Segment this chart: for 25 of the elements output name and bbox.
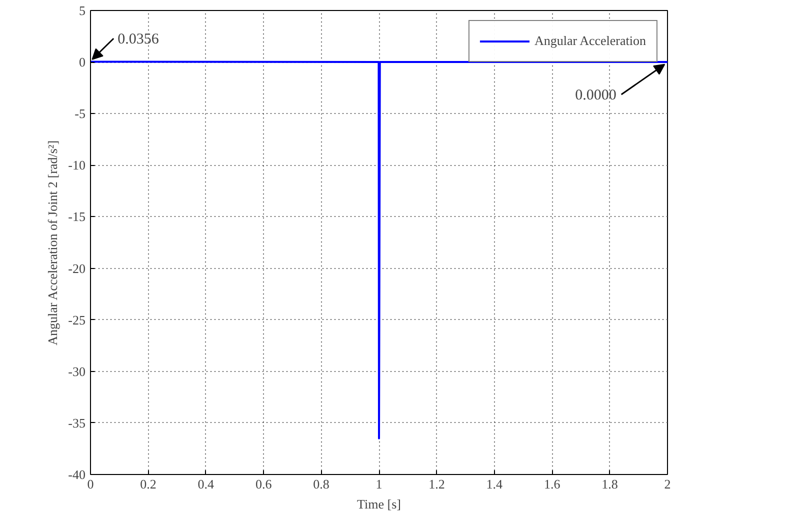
- y-tick-label: 5: [79, 3, 86, 18]
- y-tick-label: 0: [79, 54, 86, 70]
- x-tick-label: 0.2: [140, 476, 156, 492]
- x-tick-label: 1.6: [544, 476, 561, 492]
- legend-label: Angular Acceleration: [534, 33, 646, 49]
- x-tick-label: 0.8: [313, 476, 330, 492]
- x-tick-label: 1: [376, 476, 382, 492]
- x-tick-label: 2: [664, 476, 671, 492]
- y-tick-label: -5: [74, 106, 86, 122]
- x-tick-label: 0.6: [255, 476, 272, 492]
- y-tick-label: -30: [68, 364, 86, 379]
- y-tick-label: -10: [68, 158, 86, 173]
- x-tick-label: 1.4: [486, 476, 504, 492]
- x-tick-label: 1.8: [602, 476, 618, 492]
- x-tick-label: 1.2: [428, 476, 445, 492]
- x-axis-title: Time [s]: [357, 496, 401, 512]
- y-axis-title: Angular Acceleration of Joint 2 [rad/s²]: [45, 140, 60, 346]
- y-tick-label: -35: [68, 415, 86, 430]
- y-tick-label: -20: [68, 260, 86, 276]
- x-tick-label: 0.4: [198, 476, 215, 492]
- y-tick-label: -40: [68, 467, 86, 482]
- annotation: 0.0356: [118, 31, 160, 48]
- annotation: 0.0000: [575, 88, 616, 104]
- y-tick-label: -25: [68, 312, 86, 328]
- y-tick-label: -15: [68, 209, 86, 224]
